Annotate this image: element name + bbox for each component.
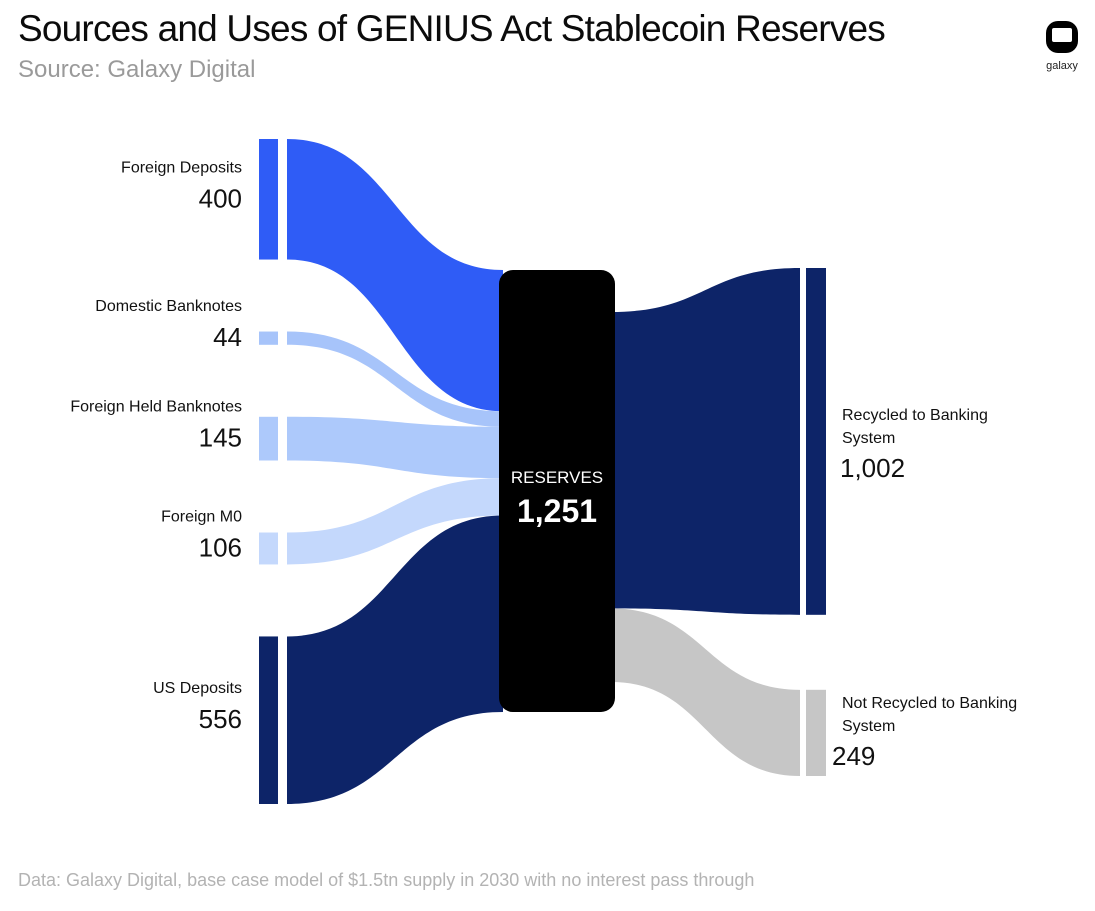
use-label-not-recycled-to-banking-system-line-1: Not Recycled to Banking	[842, 695, 1017, 712]
reserves-label: RESERVES	[511, 468, 603, 487]
source-bar-foreign-held-banknotes	[259, 416, 278, 461]
source-value-us-deposits: 556	[199, 704, 242, 734]
flow-us-deposits	[287, 515, 503, 804]
chart-subtitle: Source: Galaxy Digital	[18, 56, 256, 83]
source-label-foreign-m0: Foreign M0	[161, 508, 242, 525]
use-label-recycled-to-banking-system-line-1: Recycled to Banking	[842, 407, 988, 424]
source-label-foreign-held-banknotes: Foreign Held Banknotes	[70, 399, 242, 416]
source-label-domestic-banknotes: Domestic Banknotes	[95, 298, 242, 315]
use-bar-recycled-to-banking-system	[806, 268, 826, 615]
reserves-node	[499, 270, 615, 712]
nodes	[259, 139, 826, 804]
source-label-foreign-deposits: Foreign Deposits	[121, 159, 242, 176]
labels: Foreign Deposits 400 Domestic Banknotes 44 F…	[70, 159, 1017, 771]
chart-title: Sources and Uses of GENIUS Act Stablecoi…	[18, 8, 886, 49]
use-value-recycled-to-banking-system: 1,002	[840, 453, 905, 483]
galaxy-logo: galaxy	[1042, 20, 1082, 76]
flow-foreign-held-banknotes	[287, 416, 503, 479]
galaxy-logo-icon	[1046, 21, 1078, 53]
source-bar-foreign-m0	[259, 532, 278, 565]
flow-recycled-to-banking-system	[611, 268, 800, 615]
use-label-not-recycled-to-banking-system-line-2: System	[842, 718, 895, 735]
source-value-foreign-held-banknotes: 145	[199, 423, 242, 453]
source-bar-us-deposits	[259, 636, 278, 804]
source-label-us-deposits: US Deposits	[153, 680, 242, 697]
flow-not-recycled-to-banking-system	[611, 608, 800, 776]
use-label-recycled-to-banking-system-line-2: System	[842, 430, 895, 447]
chart-footnote: Data: Galaxy Digital, base case model of…	[18, 870, 755, 890]
use-bar-not-recycled-to-banking-system	[806, 689, 826, 776]
source-value-foreign-m0: 106	[199, 532, 242, 562]
flow-bands	[287, 139, 800, 804]
use-value-not-recycled-to-banking-system: 249	[832, 741, 875, 771]
flow-foreign-deposits	[287, 139, 503, 412]
flow-domestic-banknotes	[287, 331, 503, 427]
flow-foreign-m0	[287, 478, 503, 565]
reserves-value: 1,251	[517, 493, 597, 529]
source-bar-foreign-deposits	[259, 139, 278, 260]
source-value-foreign-deposits: 400	[199, 183, 242, 213]
galaxy-logo-text: galaxy	[1046, 60, 1078, 72]
source-value-domestic-banknotes: 44	[213, 322, 242, 352]
source-bar-domestic-banknotes	[259, 331, 278, 345]
